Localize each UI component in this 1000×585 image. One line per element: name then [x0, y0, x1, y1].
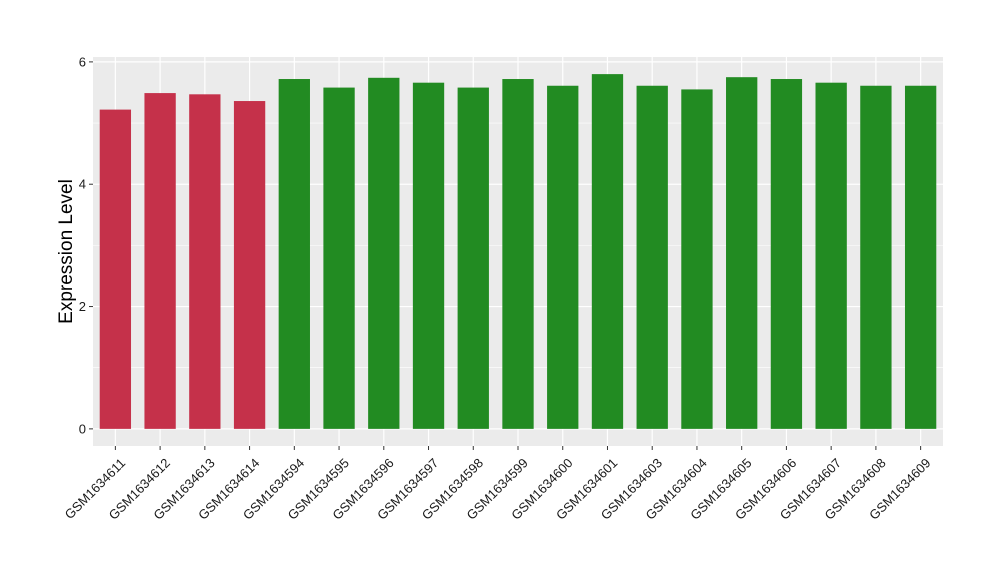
bar-GSM1634599 [502, 79, 534, 429]
bar-GSM1634606 [770, 79, 803, 429]
x-axis: GSM1634611GSM1634612GSM1634613GSM1634614… [62, 446, 934, 523]
y-axis-label: Expression Level [56, 179, 77, 324]
bar-GSM1634597 [412, 82, 445, 429]
bar-GSM1634613 [189, 94, 221, 429]
y-tick-label: 2 [79, 299, 86, 314]
bar-GSM1634601 [591, 74, 624, 429]
bar-GSM1634614 [233, 101, 266, 429]
bar-GSM1634596 [368, 77, 400, 429]
bar-GSM1634600 [547, 85, 579, 429]
bar-GSM1634594 [278, 79, 310, 429]
bar-GSM1634595 [323, 87, 355, 429]
bar-GSM1634608 [860, 85, 892, 429]
y-tick-label: 6 [79, 54, 86, 69]
bar-GSM1634604 [681, 89, 713, 429]
bar-GSM1634611 [99, 109, 132, 429]
y-tick-label: 4 [79, 177, 86, 192]
bars [99, 74, 937, 429]
bar-GSM1634609 [904, 85, 937, 429]
bar-GSM1634605 [726, 77, 758, 429]
bar-GSM1634612 [144, 93, 176, 429]
y-tick-label: 0 [79, 421, 86, 436]
bar-GSM1634603 [636, 85, 668, 429]
bar-GSM1634607 [815, 82, 847, 429]
y-axis: 0 2 4 6 [79, 54, 93, 436]
bar-GSM1634598 [457, 87, 489, 429]
